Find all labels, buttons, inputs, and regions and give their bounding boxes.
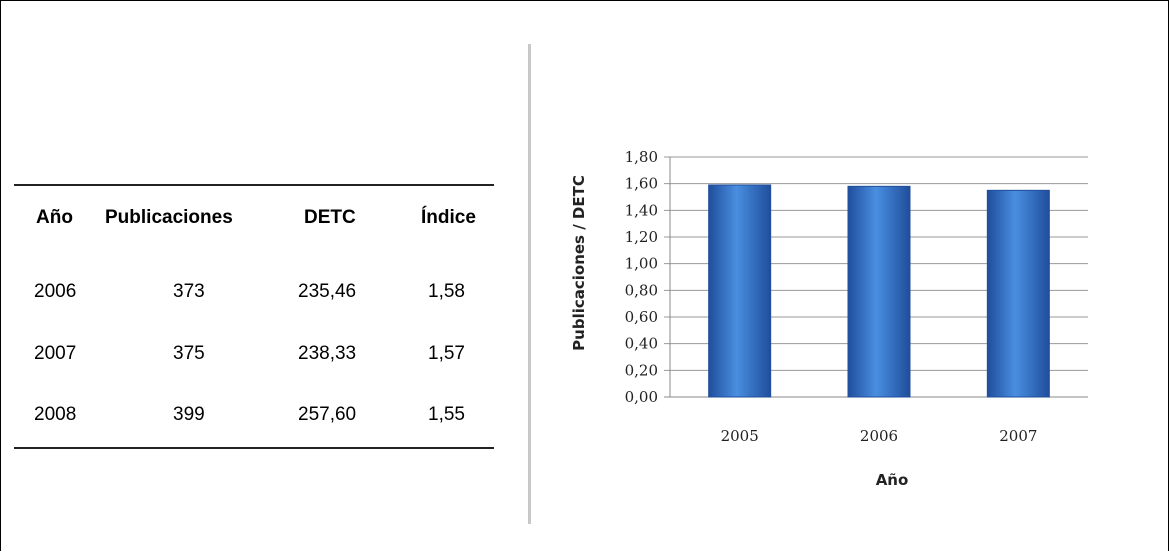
y-tick-label: 1,00: [625, 255, 658, 273]
y-tick-label: 0,40: [625, 335, 658, 353]
row-2-detc: 238,33: [298, 343, 357, 364]
row-3-index: 1,55: [428, 404, 465, 425]
bar-chart: 0,00 0,20 0,40 0,60 0,80 1,00 1,20 1,40 1,60 1,80…: [570, 148, 1088, 489]
table-top-rule: [14, 184, 494, 186]
row-2-year: 2007: [34, 343, 77, 364]
x-axis-title: Año: [876, 471, 909, 489]
x-tick-label: 2007: [999, 427, 1037, 445]
row-3-publications: 399: [173, 404, 205, 425]
row-3-detc: 257,60: [298, 404, 357, 425]
header-year: Año: [36, 207, 73, 228]
row-1-index: 1,58: [428, 281, 465, 302]
row-2-publications: 375: [173, 343, 205, 364]
x-axis-ticks: 2005 2006 2007: [721, 427, 1038, 445]
y-tick-label: 1,40: [625, 201, 658, 219]
table-bottom-rule: [14, 447, 494, 449]
y-axis-ticks: 0,00 0,20 0,40 0,60 0,80 1,00 1,20 1,40 1,60 1,80: [625, 148, 658, 406]
row-1-year: 2006: [34, 281, 77, 302]
y-tick-label: 0,20: [625, 361, 658, 379]
row-2-index: 1,57: [428, 343, 465, 364]
row-1-publications: 373: [173, 281, 205, 302]
y-tick-label: 1,80: [625, 148, 658, 166]
header-detc: DETC: [304, 207, 356, 228]
bar-2006: [847, 185, 911, 398]
row-1-detc: 235,46: [298, 281, 357, 302]
y-tick-label: 0,00: [625, 388, 658, 406]
y-tick-label: 0,60: [625, 308, 658, 326]
row-3-year: 2008: [34, 404, 77, 425]
y-tick-label: 0,80: [625, 281, 658, 299]
y-axis-title: Publicaciones / DETC: [570, 175, 588, 351]
y-tick-label: 1,20: [625, 228, 658, 246]
x-tick-label: 2005: [721, 427, 759, 445]
vertical-divider: [528, 44, 531, 524]
bar-2007: [986, 189, 1050, 398]
bars: [708, 184, 1050, 398]
header-index: Índice: [421, 207, 476, 228]
x-tick-label: 2006: [860, 427, 898, 445]
y-tick-label: 1,60: [625, 175, 658, 193]
bar-2005: [708, 184, 772, 398]
header-publications: Publicaciones: [105, 207, 233, 228]
